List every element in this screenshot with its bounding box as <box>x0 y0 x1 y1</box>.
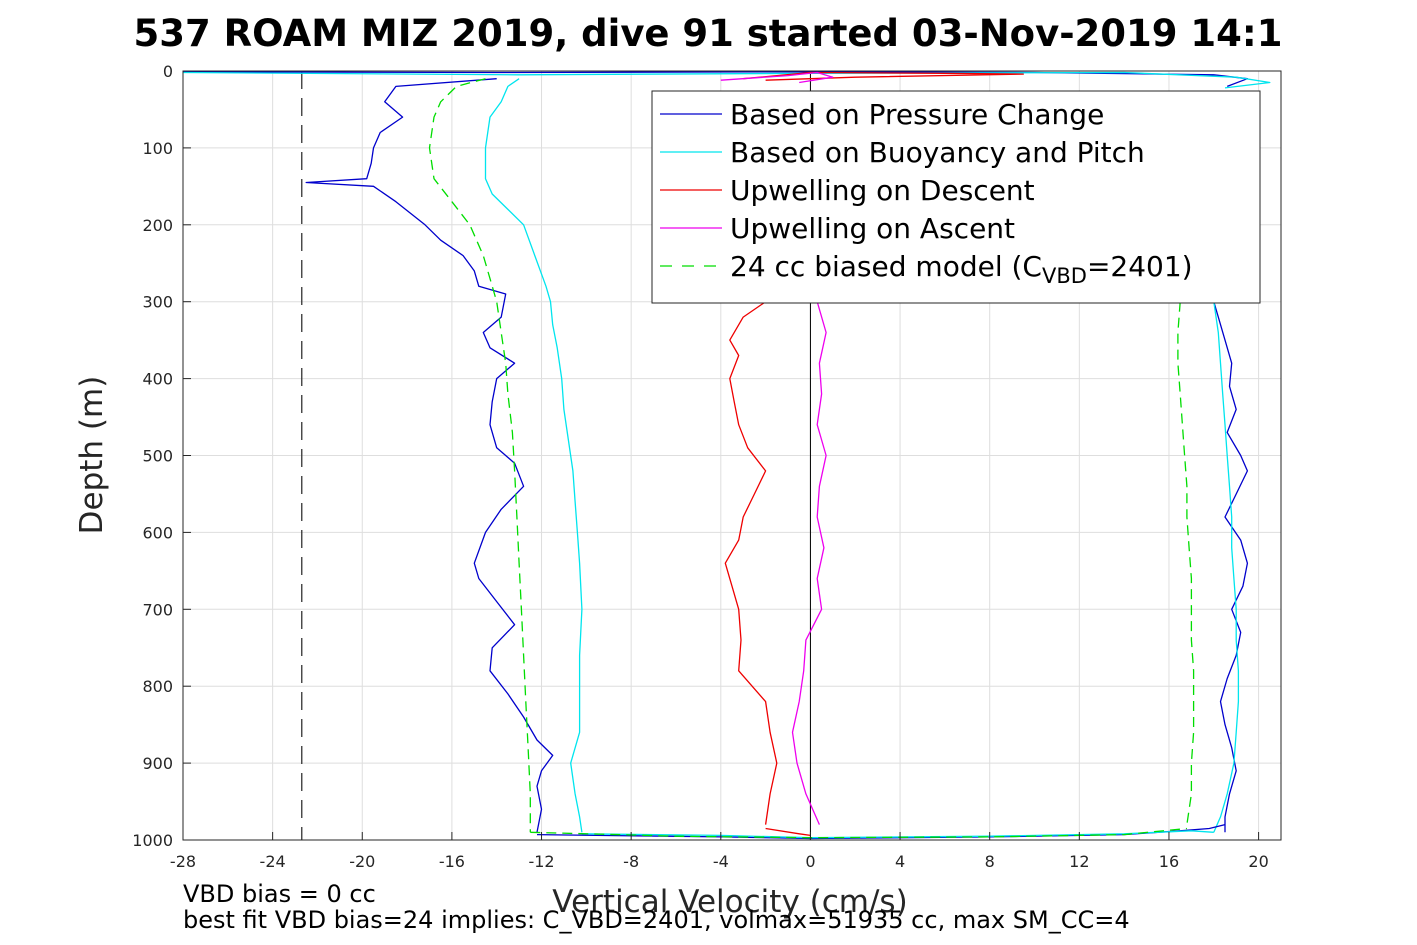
best-fit-note: best fit VBD bias=24 implies: C_VBD=2401… <box>183 906 1130 934</box>
series-line-surface_spikes_buoyancy <box>183 71 1271 89</box>
x-tick-label-8: 4 <box>895 852 905 871</box>
y-tick-label-2: 200 <box>142 216 173 235</box>
x-tick-labels: -28 -24 -20 -16 -12 -8 -4 0 4 8 12 16 20 <box>170 832 1269 871</box>
series-line-upwell_ascent <box>791 301 827 825</box>
legend-entry-1: Based on Buoyancy and Pitch <box>730 136 1145 169</box>
series-line-upwell_descent <box>724 301 778 825</box>
vbd-bias-note: VBD bias = 0 cc <box>183 880 376 908</box>
x-axis-label: Vertical Velocity (cm/s) <box>552 884 907 920</box>
y-tick-label-6: 600 <box>142 523 173 542</box>
x-tick-label-11: 16 <box>1159 852 1179 871</box>
legend-entry-4: 24 cc biased model (CVBD=2401) <box>730 250 1193 288</box>
x-tick-label-12: 20 <box>1248 852 1268 871</box>
x-tick-label-6: -4 <box>713 852 729 871</box>
y-tick-label-5: 500 <box>142 447 173 466</box>
series-line-pressure_down <box>305 78 554 833</box>
legend-entry-3: Upwelling on Ascent <box>730 212 1015 245</box>
x-tick-label-10: 12 <box>1069 852 1089 871</box>
series-line-model_up <box>1177 301 1195 825</box>
y-axis-label: Depth (m) <box>74 376 110 535</box>
x-tick-label-1: -24 <box>260 852 286 871</box>
y-tick-label-3: 300 <box>142 293 173 312</box>
y-tick-label-4: 400 <box>142 370 173 389</box>
y-tick-label-9: 900 <box>142 754 173 773</box>
series-line-model_down <box>428 78 531 833</box>
legend-box <box>651 90 1261 304</box>
chart-title: 537 ROAM MIZ 2019, dive 91 started 03-No… <box>134 12 1283 55</box>
x-tick-label-9: 8 <box>985 852 995 871</box>
y-tick-label-8: 800 <box>142 677 173 696</box>
y-tick-label-10: 1000 <box>132 831 173 850</box>
x-tick-label-5: -8 <box>623 852 639 871</box>
y-tick-labels: 0 100 200 300 400 500 600 700 800 900 1000 <box>132 62 191 850</box>
series-line-buoyancy_down <box>484 78 583 833</box>
legend-entry-2: Upwelling on Descent <box>730 174 1035 207</box>
y-tick-label-1: 100 <box>142 139 173 158</box>
y-tick-label-0: 0 <box>163 62 173 81</box>
series-line-bottom_turn_blue <box>536 823 1226 840</box>
series-line-buoyancy_up <box>1213 301 1240 833</box>
series-line-pressure_up <box>1213 301 1249 833</box>
legend-entry-0: Based on Pressure Change <box>730 98 1104 131</box>
x-tick-label-2: -20 <box>349 852 375 871</box>
series-line-surface_red <box>743 71 1024 81</box>
legend: Based on Pressure Change Based on Buoyanc… <box>651 90 1261 304</box>
x-tick-label-3: -16 <box>439 852 465 871</box>
series-line-bottom_turn_red <box>765 827 811 837</box>
series-line-surface_magenta <box>720 71 834 84</box>
y-tick-label-7: 700 <box>142 600 173 619</box>
x-tick-label-7: 0 <box>805 852 815 871</box>
x-tick-label-0: -28 <box>170 852 196 871</box>
x-tick-label-4: -12 <box>528 852 554 871</box>
